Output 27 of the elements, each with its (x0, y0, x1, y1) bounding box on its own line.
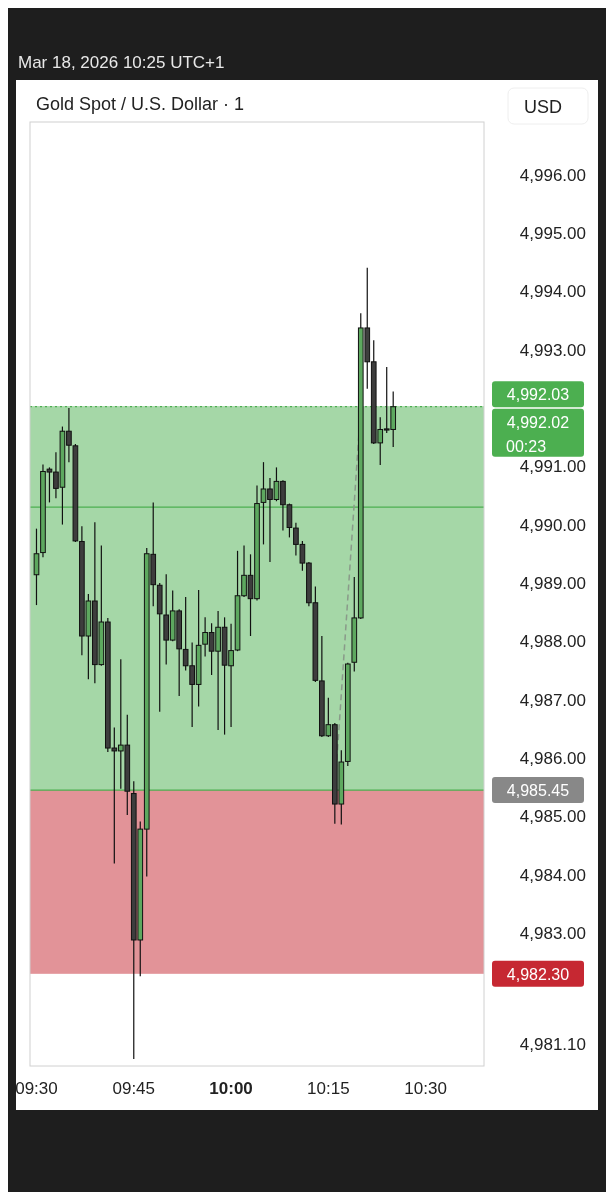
x-tick-label: 09:45 (112, 1079, 156, 1098)
y-tick-label: 4,989.00 (519, 573, 586, 593)
x-tick-label: 10:00 (209, 1079, 253, 1098)
y-tick-label: 4,986.00 (519, 748, 586, 768)
y-tick-label: 4,981.10 (519, 1034, 586, 1054)
y-tick-label: 4,990.00 (519, 515, 586, 535)
ref-line-label: 4,992.02 (506, 413, 570, 431)
y-tick-label: 4,994.00 (519, 282, 586, 302)
y-tick-label: 4,984.00 (519, 865, 586, 885)
y-tick-label: 4,983.00 (519, 923, 586, 943)
text: USD (524, 97, 563, 117)
y-tick-label: 4,985.00 (519, 807, 586, 827)
x-tick-label: 09:30 (15, 1079, 58, 1098)
x-tick-label: 10:30 (404, 1079, 447, 1098)
ref-line-label: 4,985.45 (506, 782, 570, 800)
y-tick-label: 4,996.00 (519, 165, 586, 185)
y-tick-label: 4,991.00 (519, 457, 586, 477)
chart-subtitle: Mar 18, 2026 10:25 UTC+1 (18, 53, 225, 72)
x-tick-label: 10:15 (307, 1079, 350, 1098)
y-tick-label: 4,995.00 (519, 223, 586, 243)
y-tick-label: 4,993.00 (519, 340, 586, 360)
y-tick-label: 4,988.00 (519, 632, 586, 652)
y-tick-label: 4,987.00 (519, 690, 586, 710)
text: 00:23 (506, 437, 547, 455)
band-label: 4,982.30 (506, 965, 570, 983)
chart-title: Gold Spot / U.S. Dollar · 1 (36, 94, 245, 114)
band-label: 4,992.03 (506, 386, 570, 404)
